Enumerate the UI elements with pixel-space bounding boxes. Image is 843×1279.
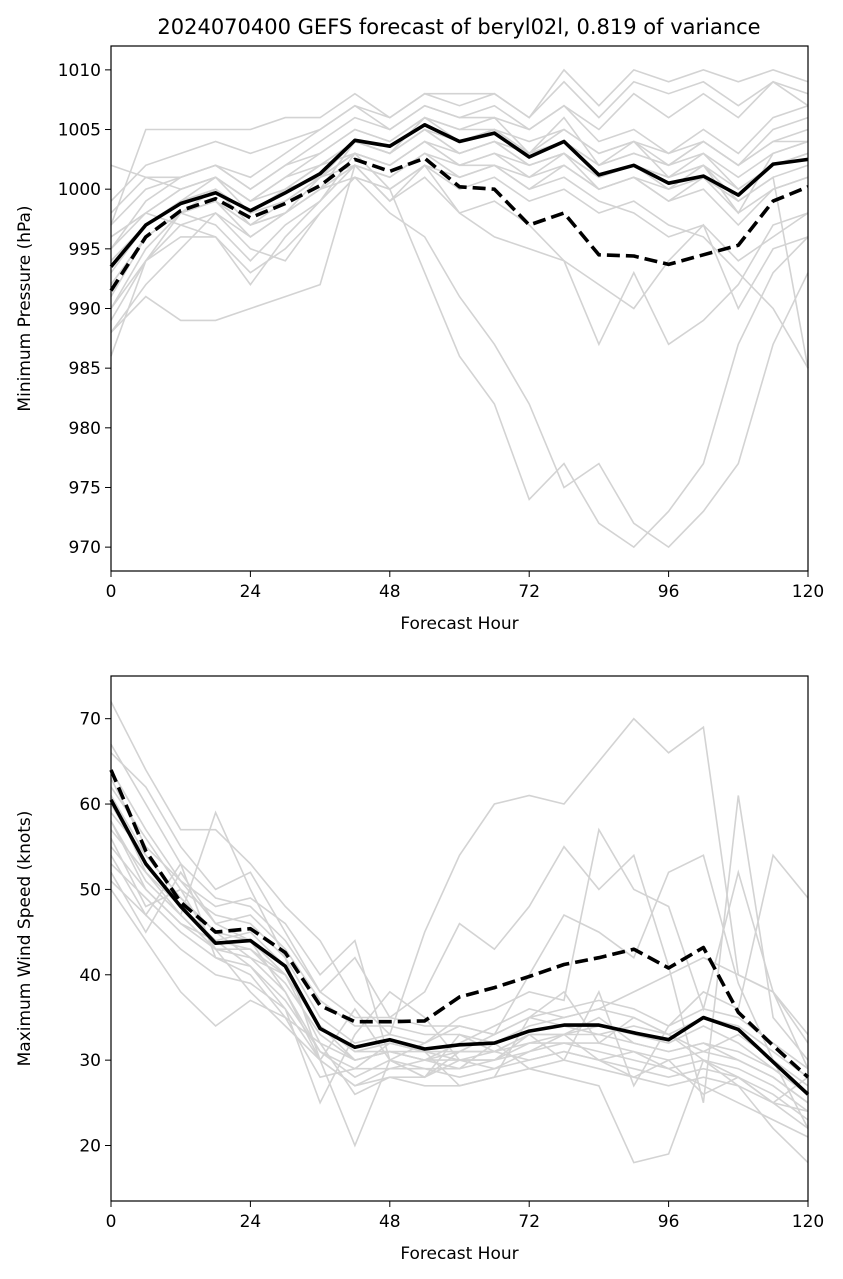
pressure-member-line-8 (110, 68, 809, 226)
pressure-member-line-21 (110, 128, 809, 238)
wind-x-tick-label: 120 (792, 1212, 824, 1232)
wind-dashed-line (109, 769, 810, 1079)
pressure-y-tick-label: 970 (69, 538, 101, 558)
wind-x-tick-label: 0 (106, 1212, 117, 1232)
wind-member-line-20 (110, 795, 809, 1095)
wind-y-tick-label: 30 (79, 1051, 101, 1071)
pressure-x-tick-label: 96 (658, 582, 680, 602)
wind-member-line-18 (110, 880, 809, 1130)
pressure-x-tick-label: 48 (379, 582, 401, 602)
pressure-member-line-17 (110, 128, 808, 333)
pressure-member-line-19 (110, 152, 809, 286)
pressure-plot-frame (110, 45, 809, 572)
pressure-member-line-15 (110, 140, 809, 250)
wind-y-tick-label: 70 (79, 710, 101, 730)
pressure-y-tick-label: 985 (69, 359, 101, 379)
pressure-y-axis-label: Minimum Pressure (hPa) (15, 205, 35, 411)
wind-y-axis-label: Maximum Wind Speed (knots) (15, 811, 35, 1067)
pressure-y-tick-label: 990 (69, 300, 101, 320)
pressure-member-line-13 (110, 164, 809, 369)
wind-member-line-17 (110, 743, 809, 1070)
wind-x-tick-label: 48 (379, 1212, 401, 1232)
wind-member-line-2 (110, 752, 809, 1103)
pressure-y-tick-label: 980 (69, 419, 101, 439)
wind-y-tick-label: 40 (79, 966, 101, 986)
wind-member-line-1 (110, 701, 809, 1036)
wind-member-line-4 (110, 795, 809, 1148)
wind-y-tick-label: 60 (79, 795, 101, 815)
wind-solid-line (109, 798, 810, 1096)
wind-y-tick-label: 50 (79, 880, 101, 900)
pressure-y-tick-label: 975 (69, 478, 101, 498)
pressure-x-axis-label: Forecast Hour (400, 614, 518, 634)
pressure-y-tick-label: 995 (69, 240, 101, 260)
wind-y-tick-label: 20 (79, 1137, 101, 1157)
pressure-solid-line (109, 123, 809, 268)
pressure-member-line-9 (110, 80, 809, 250)
wind-member-lines (110, 701, 809, 1164)
wind-member-line-16 (110, 863, 809, 1121)
pressure-panel: 0 24 48 72 96 120 970 975 980 985 990 995 1000 1005 10… (15, 45, 824, 634)
pressure-member-line-10 (110, 80, 809, 202)
wind-member-line-13 (110, 846, 809, 1113)
wind-member-line-19 (110, 820, 809, 1104)
wind-plot-frame (110, 675, 809, 1202)
pressure-y-tick-label: 1010 (58, 61, 101, 81)
pressure-member-line-5 (110, 152, 809, 549)
wind-x-tick-label: 96 (658, 1212, 680, 1232)
wind-ticks: 0 24 48 72 96 120 20 30 40 50 60 70 (79, 710, 824, 1232)
figure-title: 2024070400 GEFS forecast of beryl02l, 0.… (157, 15, 760, 39)
wind-member-line-10 (110, 812, 809, 1061)
pressure-x-tick-label: 120 (792, 582, 824, 602)
wind-member-line-11 (110, 786, 809, 1087)
wind-x-tick-label: 72 (518, 1212, 540, 1232)
pressure-dashed-line (109, 156, 809, 292)
wind-member-line-3 (110, 778, 809, 1070)
pressure-y-tick-label: 1000 (58, 180, 101, 200)
pressure-member-line-16 (110, 116, 809, 226)
pressure-x-tick-label: 24 (240, 582, 262, 602)
pressure-ticks: 0 24 48 72 96 120 970 975 980 985 990 995 1000 1005 10… (58, 61, 824, 602)
wind-panel: 0 24 48 72 96 120 20 30 40 50 60 70 Forecast Hour M… (15, 675, 824, 1264)
pressure-series-lines (109, 123, 809, 292)
pressure-y-tick-label: 1005 (58, 121, 101, 141)
wind-x-tick-label: 24 (240, 1212, 262, 1232)
wind-x-axis-label: Forecast Hour (400, 1244, 518, 1264)
wind-series-lines (109, 769, 810, 1096)
pressure-x-tick-label: 0 (106, 582, 117, 602)
pressure-member-line-18 (110, 164, 809, 309)
pressure-x-tick-label: 72 (518, 582, 540, 602)
pressure-member-line-4 (110, 176, 809, 549)
